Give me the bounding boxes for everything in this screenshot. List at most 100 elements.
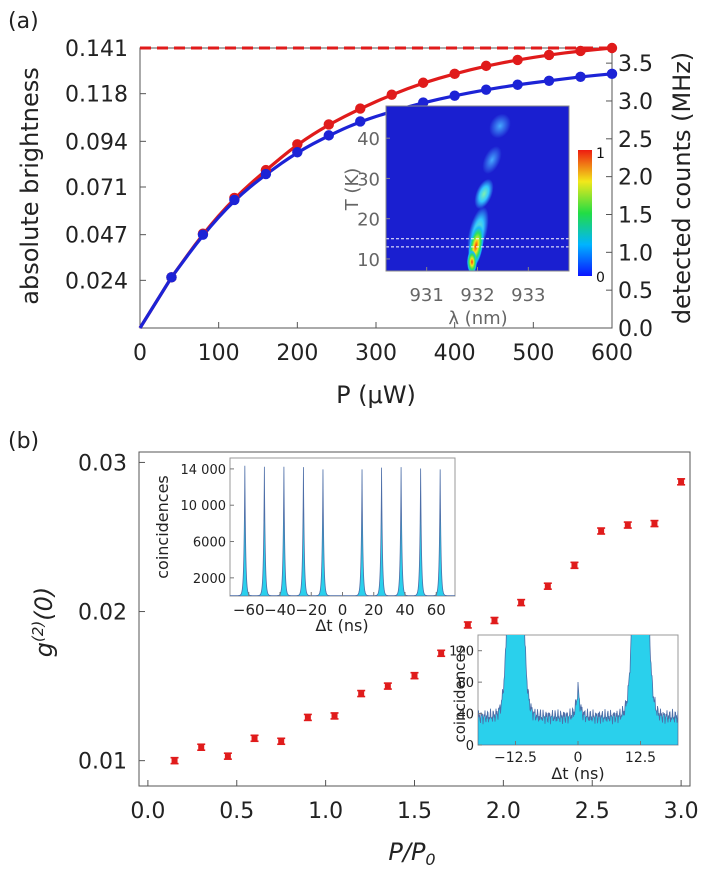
plot-b-x-axis: 0.0 0.5 1.0 1.5 2.0 2.5 3.0 (130, 780, 699, 824)
coincidences-inset-wide: −60 −40 −20 0 20 40 60 2000 6000 10 000 14 000 Δt … (153, 457, 456, 635)
plot-b: 0.0 0.5 1.0 1.5 2.0 2.5 3.0 0.01 0.02 0.03 (78, 451, 699, 824)
inset2-y-tick-label: 80 (457, 676, 474, 691)
data-point (575, 45, 586, 57)
heatmap-intensity (467, 113, 511, 271)
x-tick-label: 500 (512, 341, 554, 366)
plot-b-data-points (170, 478, 686, 765)
inset1-y-tick-label: 14 000 (181, 463, 227, 478)
inset2-x-tick-label: 12.5 (625, 750, 656, 766)
panel-a-label: (a) (8, 9, 39, 34)
y-tick-label: 0.094 (65, 130, 128, 155)
inset1-x-tick-label: 20 (364, 601, 383, 619)
x-tick-label: 300 (355, 341, 397, 366)
data-point (355, 103, 366, 114)
inset1-x-tick-label: 40 (395, 601, 414, 619)
x-tick-label: 1.0 (308, 799, 343, 824)
inset2-histogram (478, 635, 678, 745)
data-point (323, 130, 334, 141)
heatmap-x-tick-label: 931 (409, 285, 443, 306)
heatmap-y-tick-label: 10 (357, 250, 380, 271)
x-tick-label: 200 (276, 341, 318, 366)
inset1-x-tick-label: −20 (295, 601, 327, 619)
y2-tick-label: 3.5 (618, 52, 653, 77)
inset1-y-tick-label: 6000 (193, 536, 226, 551)
data-point (170, 756, 179, 765)
inset2-y-label: coincidences (451, 645, 469, 742)
data-point (449, 68, 460, 80)
y2-tick-label: 0.0 (618, 317, 653, 342)
data-point (606, 42, 618, 54)
x-tick-label: 2.0 (486, 799, 521, 824)
x-tick-label: 400 (434, 341, 476, 366)
y-tick-label: 0.01 (78, 750, 127, 775)
y-tick-label: 0.141 (65, 37, 128, 62)
heatmap-x-label: λ (nm) (448, 308, 507, 329)
data-point (490, 616, 499, 625)
y2-tick-label: 2.5 (618, 128, 653, 153)
data-point (517, 598, 526, 607)
data-point (197, 743, 206, 752)
y-tick-label: 0.024 (65, 269, 128, 294)
data-point (250, 734, 259, 743)
y-tick-label: 0.071 (65, 176, 128, 201)
data-point (355, 116, 366, 127)
plot-b-y-axis: 0.01 0.02 0.03 (78, 451, 145, 775)
heatmap-y-tick-label: 40 (357, 129, 380, 150)
data-point (229, 194, 240, 206)
heatmap-x-tick-label: 932 (460, 285, 494, 306)
x-tick-label: 0 (133, 341, 147, 366)
x-tick-label: 2.5 (575, 799, 610, 824)
y2-tick-label: 2.0 (618, 166, 653, 191)
data-point (410, 671, 419, 680)
y2-tick-label: 3.0 (618, 90, 653, 115)
data-point (166, 272, 177, 283)
plot-a-right-y-label: detected counts (MHz) (668, 52, 696, 324)
inset1-x-label: Δt (ns) (315, 616, 368, 635)
inset2-axes: −12.5 0 12.5 0 40 80 120 (449, 645, 656, 766)
inset1-axes: −60 −40 −20 0 20 40 60 2000 6000 10 000 14 000 (181, 463, 446, 619)
data-point (677, 478, 686, 486)
data-point (512, 79, 523, 90)
x-tick-label: 1.5 (397, 799, 432, 824)
heatmap-x-tick-label: 933 (511, 285, 545, 306)
heatmap-inset: 931 932 933 10 20 30 40 1 0 λ (nm) T (K) (342, 105, 605, 329)
x-tick-label: 0.5 (219, 799, 254, 824)
y-tick-label: 0.03 (78, 451, 127, 476)
data-point (260, 168, 272, 180)
inset2-y-tick-label: 0 (466, 739, 474, 754)
data-point (330, 712, 339, 720)
panel-b-label: (b) (8, 429, 39, 454)
inset1-y-tick-label: 2000 (193, 572, 226, 587)
inset2-x-tick-label: 0 (574, 750, 583, 766)
data-point (277, 737, 286, 746)
inset2-y-tick-label: 120 (449, 645, 474, 660)
heatmap-y-tick-label: 30 (357, 169, 380, 190)
data-point (543, 75, 555, 86)
coincidences-inset-zoom: −12.5 0 12.5 0 40 80 120 Δt (ns) coincidences (449, 634, 679, 783)
heatmap-axes: 931 932 933 10 20 30 40 (357, 129, 545, 306)
colorbar-max: 1 (596, 146, 605, 162)
data-point (303, 713, 312, 722)
colorbar (578, 150, 592, 276)
inset1-y-label: coincidences (153, 475, 172, 579)
inset1-x-tick-label: 60 (427, 601, 446, 619)
data-point (386, 89, 397, 100)
inset1-y-tick-label: 10 000 (181, 499, 227, 514)
heatmap-y-tick-label: 20 (357, 210, 380, 231)
data-point (623, 521, 632, 529)
data-point (383, 682, 392, 690)
plot-a: 0 100 200 300 400 500 600 0.1410.1180.0940.071… (65, 37, 653, 366)
data-point (575, 71, 586, 82)
x-tick-label: 100 (198, 341, 240, 366)
plot-b-y-label: g(2)(0) (29, 587, 58, 657)
inset1-x-tick-label: 0 (338, 601, 348, 619)
plot-a-left-y-label: absolute brightness (16, 67, 44, 304)
plot-a-x-axis: 0 100 200 300 400 500 600 (133, 322, 633, 366)
plot-a-right-axis: 0.0 0.5 1.0 1.5 2.0 2.5 3.0 3.5 (606, 52, 653, 342)
y2-tick-label: 1.0 (618, 241, 653, 266)
data-point (292, 139, 303, 150)
data-point (650, 519, 659, 528)
data-point (480, 60, 492, 72)
inset2-y-tick-label: 40 (457, 708, 474, 723)
